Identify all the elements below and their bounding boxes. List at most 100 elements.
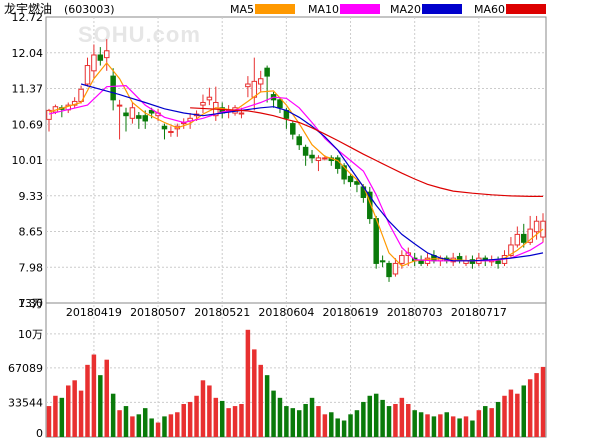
volume-bar bbox=[187, 401, 193, 437]
legend-label-ma5: MA5 bbox=[230, 3, 254, 16]
volume-axis: 13万 10万 67089 33544 0 bbox=[8, 297, 43, 440]
volume-bar bbox=[91, 354, 97, 437]
legend-swatch-ma10 bbox=[340, 4, 380, 14]
ma-line-ma60 bbox=[190, 107, 543, 197]
volume-bar bbox=[117, 410, 122, 437]
volume-bar bbox=[354, 410, 360, 437]
volume-bar bbox=[476, 410, 482, 437]
volume-bar bbox=[98, 375, 103, 437]
volume-bar bbox=[85, 364, 90, 437]
date-tick-label: 20180521 bbox=[194, 306, 250, 319]
volume-bar bbox=[418, 412, 424, 437]
volume-bar bbox=[104, 359, 109, 437]
volume-bar bbox=[309, 397, 315, 437]
volume-bar bbox=[380, 399, 385, 437]
volume-bar bbox=[181, 404, 186, 437]
candle-down bbox=[97, 54, 104, 61]
volume-bar bbox=[303, 404, 308, 437]
volume-bar bbox=[457, 418, 462, 437]
legend-label-ma20: MA20 bbox=[390, 3, 421, 16]
volume-bar bbox=[213, 397, 219, 437]
volume-bar bbox=[515, 393, 520, 437]
volume-bar bbox=[450, 416, 456, 437]
volume-tick-label: 0 bbox=[36, 427, 43, 440]
candle-up bbox=[399, 255, 405, 264]
candle-up bbox=[206, 96, 213, 101]
candle-down bbox=[290, 123, 296, 135]
volume-bar bbox=[252, 349, 257, 437]
volume-bar bbox=[425, 414, 430, 437]
volume-tick-label: 13万 bbox=[18, 297, 43, 310]
volume-bar bbox=[412, 410, 417, 437]
volume-bar bbox=[361, 401, 366, 437]
volume-bar bbox=[207, 385, 212, 437]
moving-average-lines bbox=[48, 61, 544, 267]
volume-tick-label: 10万 bbox=[18, 328, 43, 341]
candle-up bbox=[46, 109, 52, 120]
volume-bar bbox=[123, 406, 129, 437]
candle-down bbox=[367, 191, 373, 220]
volume-bar bbox=[329, 412, 334, 437]
candle-down bbox=[142, 115, 148, 122]
volume-bar bbox=[110, 393, 116, 437]
volume-bar bbox=[175, 412, 180, 437]
candle-down bbox=[264, 67, 270, 77]
candle-up bbox=[392, 262, 399, 275]
date-tick-label: 20180507 bbox=[130, 306, 186, 319]
volume-bar bbox=[219, 400, 225, 437]
volume-bar bbox=[258, 364, 263, 437]
candle-up bbox=[527, 228, 533, 243]
volume-bar bbox=[136, 414, 142, 437]
candle-up bbox=[200, 101, 206, 106]
legend-swatch-ma5 bbox=[255, 4, 295, 14]
price-tick-label: 10.69 bbox=[12, 118, 44, 131]
volume-tick-label: 67089 bbox=[8, 362, 43, 375]
candle-down bbox=[354, 181, 360, 185]
volume-bar bbox=[130, 416, 135, 437]
volume-tick-label: 33544 bbox=[8, 396, 43, 409]
grid bbox=[46, 17, 546, 437]
volume-bar bbox=[162, 416, 167, 437]
candle-down bbox=[469, 259, 476, 264]
price-axis: 12.72 12.04 11.37 10.69 10.01 9.33 8.65 7.98 7.3… bbox=[12, 11, 44, 310]
date-tick-label: 20180419 bbox=[66, 306, 122, 319]
volume-bar bbox=[53, 395, 58, 437]
chart-title: 龙宇燃油 bbox=[4, 1, 52, 16]
volume-bar bbox=[78, 390, 84, 437]
candle-up bbox=[245, 83, 251, 88]
volume-bar bbox=[527, 379, 533, 437]
chart-code: (603003) bbox=[64, 3, 115, 16]
legend: MA5 MA10 MA20 MA60 bbox=[230, 3, 546, 16]
volume-bar bbox=[264, 375, 270, 437]
candle-down bbox=[373, 218, 379, 264]
candle-up bbox=[508, 244, 514, 257]
volume-bar bbox=[393, 404, 398, 437]
candle-down bbox=[148, 109, 155, 114]
candle-down bbox=[418, 260, 424, 264]
date-axis: 20180419 20180507 20180521 20180604 20180619… bbox=[66, 306, 507, 319]
volume-bar bbox=[348, 414, 353, 437]
volume-bar bbox=[483, 406, 488, 437]
volume-bar bbox=[277, 397, 283, 437]
candle-up bbox=[533, 220, 540, 233]
candle-down bbox=[386, 262, 392, 278]
volume-panel bbox=[45, 302, 547, 438]
candle-up bbox=[168, 131, 174, 134]
volume-bar bbox=[72, 380, 77, 437]
volume-bar bbox=[463, 416, 469, 437]
volume-bar bbox=[271, 390, 276, 437]
volume-bar bbox=[534, 373, 539, 437]
candle-up bbox=[116, 104, 123, 107]
volume-bar bbox=[399, 397, 405, 437]
volume-bar bbox=[284, 406, 289, 437]
candle-down bbox=[110, 75, 116, 101]
volume-bar bbox=[367, 395, 373, 437]
legend-swatch-ma20 bbox=[422, 4, 462, 14]
candle-up bbox=[238, 112, 245, 115]
volume-bar bbox=[335, 418, 340, 437]
volume-bar bbox=[438, 414, 443, 437]
price-tick-label: 11.37 bbox=[12, 83, 44, 96]
candle-up bbox=[84, 65, 91, 85]
volume-bar bbox=[290, 408, 296, 437]
